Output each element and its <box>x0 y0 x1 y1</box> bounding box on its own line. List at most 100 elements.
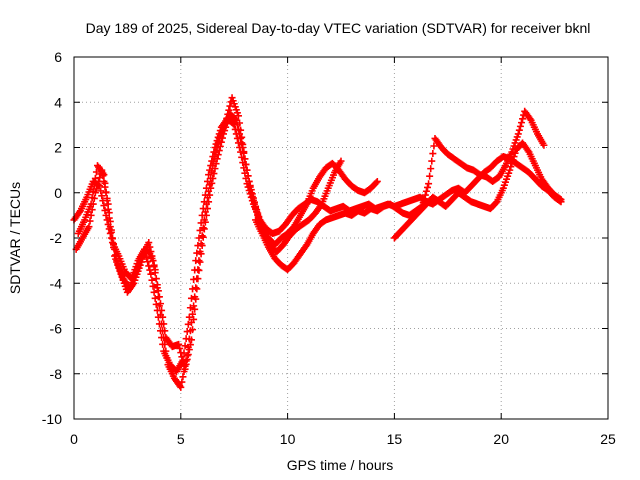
data-point <box>184 343 192 351</box>
y-tick-label: -2 <box>50 230 63 246</box>
data-point <box>108 234 116 242</box>
data-point <box>510 153 518 161</box>
data-point <box>425 180 433 188</box>
data-point <box>210 157 218 165</box>
data-point <box>75 208 83 216</box>
data-point <box>180 367 188 375</box>
data-point <box>107 228 115 236</box>
data-point <box>151 266 159 274</box>
data-point <box>99 169 107 177</box>
data-point <box>191 305 199 313</box>
data-point <box>236 119 244 127</box>
data-point <box>179 373 187 381</box>
data-point <box>229 120 237 128</box>
axis-ticks: 0 5 10 15 20 25 -10 -8 -6 -4 -2 0 2 4 6 <box>42 49 616 447</box>
data-point <box>100 202 108 210</box>
data-point <box>205 187 213 195</box>
data-point <box>88 194 96 202</box>
data-point <box>234 112 242 120</box>
y-tick-label: 6 <box>54 49 62 65</box>
data-point <box>509 156 517 164</box>
data-point <box>97 187 105 195</box>
data-point <box>157 311 165 319</box>
data-point <box>163 354 171 362</box>
data-point <box>252 204 260 212</box>
data-point <box>524 147 532 155</box>
data-point <box>373 177 381 185</box>
data-point <box>223 114 231 122</box>
data-point <box>196 248 204 256</box>
x-tick-label: 20 <box>493 431 509 447</box>
data-point <box>159 327 167 335</box>
x-tick-label: 0 <box>70 431 78 447</box>
data-point <box>162 347 170 355</box>
data-point <box>237 126 245 134</box>
data-point <box>428 157 436 165</box>
data-point <box>204 194 211 202</box>
data-point <box>111 245 119 253</box>
chart-title: Day 189 of 2025, Sidereal Day-to-day VTE… <box>86 20 591 36</box>
data-point <box>106 223 114 231</box>
data-point <box>222 119 230 127</box>
x-tick-label: 10 <box>280 431 296 447</box>
data-point <box>176 344 184 352</box>
data-point <box>506 166 514 174</box>
data-point <box>238 153 246 161</box>
data-point <box>427 165 435 173</box>
data-point <box>516 122 524 130</box>
y-tick-label: 2 <box>54 140 62 156</box>
data-point <box>225 106 233 114</box>
data-point <box>207 174 215 182</box>
data-point <box>421 191 429 199</box>
data-point <box>145 239 153 247</box>
data-point <box>90 181 98 189</box>
data-point <box>183 352 191 360</box>
series-track-c <box>74 94 345 391</box>
series-track-d <box>252 107 548 274</box>
data-point <box>185 335 193 343</box>
data-point <box>199 224 207 232</box>
data-point <box>189 310 197 318</box>
data-point <box>540 141 548 149</box>
data-point <box>155 302 163 310</box>
data-points <box>70 94 565 391</box>
data-point <box>106 229 114 237</box>
data-point <box>517 119 525 127</box>
data-point <box>422 187 430 195</box>
data-point <box>149 257 157 265</box>
data-point <box>105 214 113 222</box>
data-point <box>206 181 214 189</box>
data-point <box>104 205 112 213</box>
data-point <box>177 383 185 391</box>
data-point <box>147 270 155 278</box>
data-point <box>237 134 245 142</box>
data-point <box>243 166 251 174</box>
x-tick-label: 5 <box>177 431 185 447</box>
data-point <box>420 195 428 203</box>
x-tick-label: 25 <box>600 431 616 447</box>
data-point <box>148 276 156 284</box>
data-point <box>178 353 186 361</box>
data-point <box>150 288 158 296</box>
data-point <box>248 193 256 201</box>
data-point <box>508 159 516 167</box>
data-point <box>429 150 437 158</box>
y-axis-label: SDTVAR / TECUs <box>7 182 23 294</box>
data-point <box>144 258 152 266</box>
data-point <box>110 240 118 248</box>
data-point <box>196 258 204 266</box>
data-point <box>91 174 99 182</box>
data-point <box>85 223 93 231</box>
data-point <box>149 282 157 290</box>
data-point <box>158 320 166 328</box>
data-point <box>193 275 201 283</box>
data-point <box>184 351 192 359</box>
data-point <box>154 293 162 301</box>
data-point <box>100 171 108 179</box>
data-point <box>182 357 190 365</box>
data-point <box>209 162 217 170</box>
data-point <box>224 110 232 118</box>
data-point <box>214 139 222 147</box>
data-point <box>424 183 432 191</box>
